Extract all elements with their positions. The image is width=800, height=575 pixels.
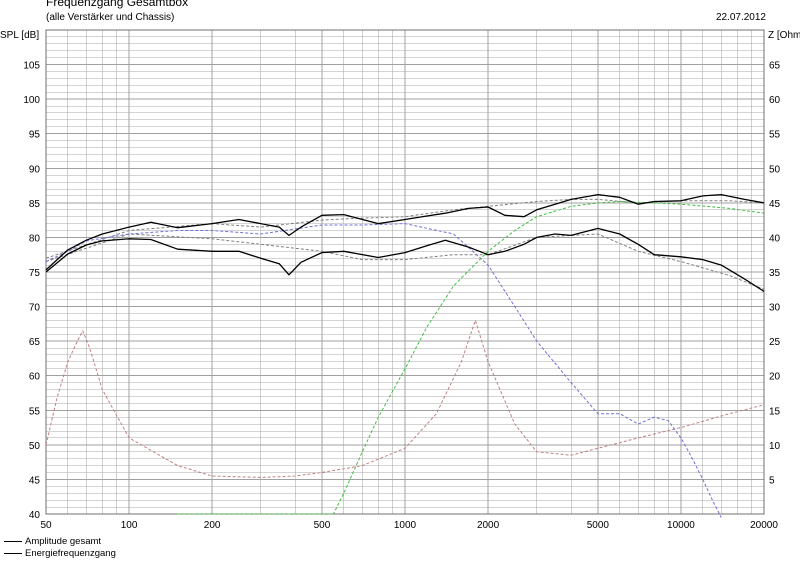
y-tick-label-right: 10 — [769, 441, 781, 452]
grid — [45, 29, 765, 515]
chart-title: Frequenzgang Gesamtbox — [46, 0, 189, 9]
y-tick-label-left: 60 — [29, 372, 41, 383]
y-axis-title-left: SPL [dB] — [0, 30, 39, 41]
y-tick-label-left: 45 — [29, 475, 41, 486]
y-tick-label-left: 95 — [29, 130, 41, 141]
y-tick-label-left: 80 — [29, 233, 41, 244]
legend-label: Amplitude gesamt — [25, 536, 102, 547]
legend-item-amplitude: Amplitude gesamt — [4, 536, 101, 547]
y-tick-label-right: 30 — [769, 303, 781, 314]
legend-swatch — [4, 540, 22, 542]
y-tick-label-right: 45 — [769, 199, 781, 210]
legend-item-energy: Energiefrequenzgang — [4, 548, 116, 559]
legend-label: Energiefrequenzgang — [25, 548, 116, 559]
y-tick-label-right: 55 — [769, 130, 781, 141]
y-tick-label-left: 100 — [23, 95, 40, 106]
legend-swatch — [4, 552, 22, 554]
series-line-3 — [45, 223, 722, 518]
axes: SPL [dB] Z [Ohm] 40 45 50 55 60 65 70 75 80 85 90 95 1… — [0, 30, 800, 531]
x-tick-label: 50 — [40, 520, 52, 531]
y-tick-label-right: 25 — [769, 337, 781, 348]
y-tick-label-left: 75 — [29, 268, 41, 279]
x-tick-label: 5000 — [587, 520, 610, 531]
y-tick-label-left: 65 — [29, 337, 41, 348]
y-tick-label-left: 90 — [29, 164, 41, 175]
chart-subtitle: (alle Verstärker und Chassis) — [46, 12, 175, 23]
x-tick-label: 1000 — [394, 520, 417, 531]
y-tick-label-right: 35 — [769, 268, 781, 279]
series-line-0 — [45, 193, 765, 271]
x-tick-label: 20000 — [750, 520, 778, 531]
x-tick-label: 100 — [121, 520, 138, 531]
y-tick-label-right: 50 — [769, 164, 781, 175]
y-tick-label-left: 85 — [29, 199, 41, 210]
x-tick-label: 500 — [314, 520, 331, 531]
y-tick-label-right: 60 — [769, 95, 781, 106]
x-tick-label: 10000 — [667, 520, 695, 531]
chart-date: 22.07.2012 — [715, 12, 766, 23]
y-tick-label-right: 40 — [769, 233, 781, 244]
y-axis-title-right: Z [Ohm] — [768, 30, 800, 41]
series-line-1 — [45, 227, 765, 292]
series-line-6 — [45, 233, 765, 290]
x-tick-label: 2000 — [477, 520, 500, 531]
y-tick-label-left: 50 — [29, 441, 41, 452]
y-tick-label-right: 15 — [769, 406, 781, 417]
y-tick-label-left: 105 — [23, 61, 40, 72]
y-tick-label-left: 40 — [29, 510, 41, 521]
y-tick-label-left: 55 — [29, 406, 41, 417]
y-tick-label-left: 70 — [29, 303, 41, 314]
y-tick-label-right: 20 — [769, 372, 781, 383]
series-layer — [45, 193, 765, 518]
series-line-2 — [45, 319, 765, 478]
y-tick-label-right: 5 — [769, 475, 775, 486]
x-tick-label: 200 — [204, 520, 221, 531]
y-tick-label-right: 65 — [769, 61, 781, 72]
